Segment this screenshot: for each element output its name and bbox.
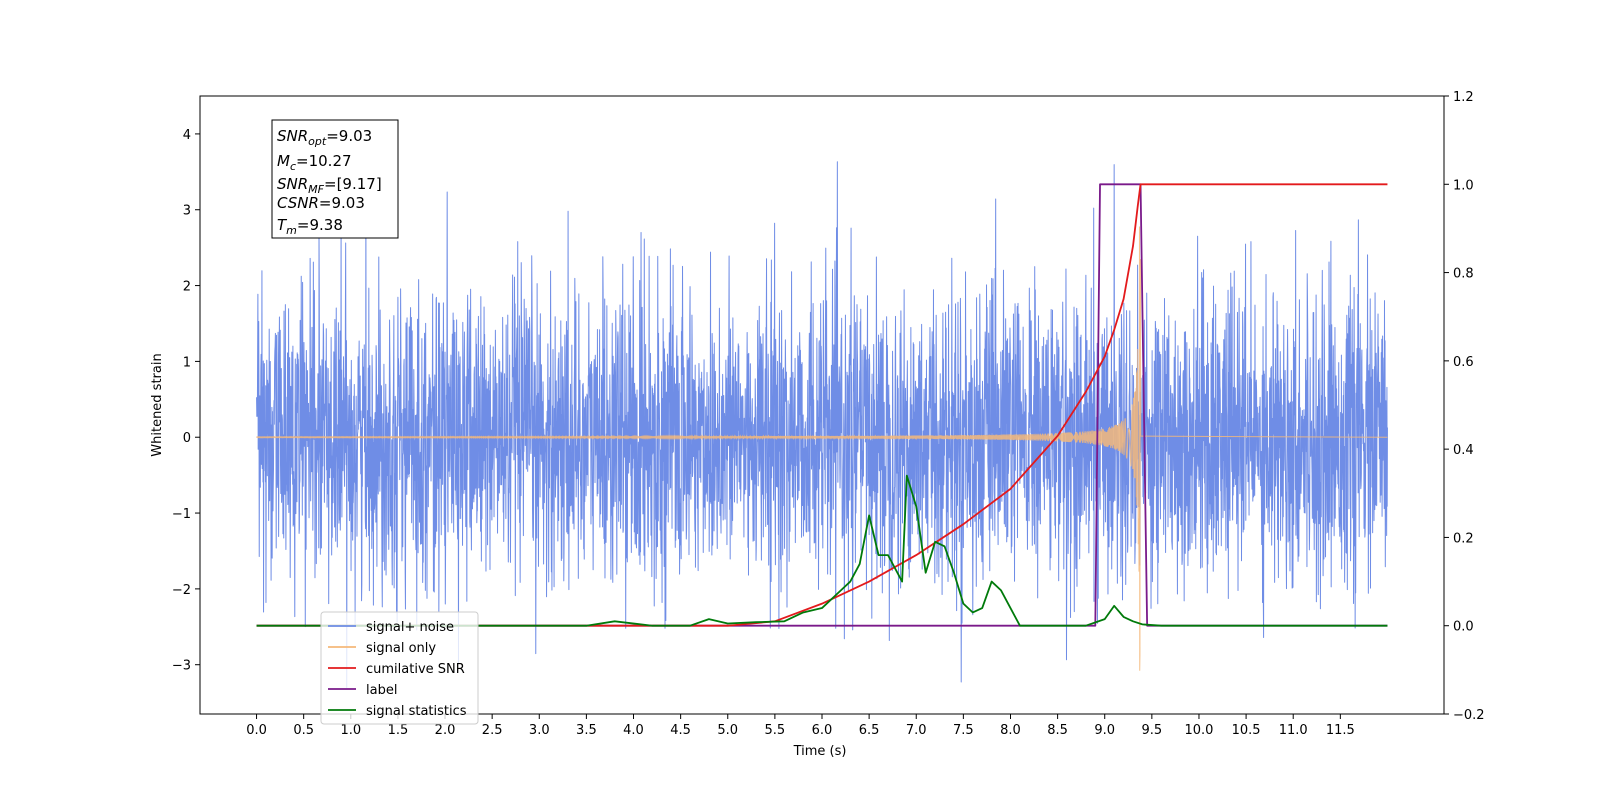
legend: signal+ noise signal only cumilative SNR la… xyxy=(320,611,479,725)
x-tick-label: 1.5 xyxy=(388,723,409,738)
x-tick-label: 3.5 xyxy=(576,723,597,738)
y-axis-right: −0.2 0.0 0.2 0.4 0.6 0.8 1.0 1.2 xyxy=(1444,90,1485,723)
x-tick-label: 2.5 xyxy=(482,723,503,738)
x-tick-label: 10.0 xyxy=(1184,723,1213,738)
legend-label: signal statistics xyxy=(366,704,467,719)
y-left-tick-label: 2 xyxy=(183,280,191,295)
annotation-line: Mc=10.27 xyxy=(277,152,352,173)
y-left-tick-label: −3 xyxy=(172,659,191,674)
series-signal-only xyxy=(256,226,1388,671)
series-cumilative-snr xyxy=(256,183,1388,627)
x-tick-label: 5.5 xyxy=(765,723,786,738)
annotation-box: SNRopt=9.03 Mc=10.27SNRMF=[9.17]CSNR=9.03… xyxy=(271,119,399,239)
x-tick-label: 11.5 xyxy=(1326,723,1355,738)
annotation-line: SNRMF=[9.17] xyxy=(277,175,382,196)
x-tick-label: 3.0 xyxy=(529,723,550,738)
x-axis: 0.0 0.5 1.0 1.5 2.0 2.5 3.0 3.5 4.0 4.5 5.0 5.5 6.0 6… xyxy=(246,714,1355,738)
x-tick-label: 1.0 xyxy=(340,723,361,738)
y-axis-left: −3 −2 −1 0 1 2 3 4 xyxy=(172,128,200,674)
x-tick-label: 2.0 xyxy=(435,723,456,738)
y-right-tick-label: 0.8 xyxy=(1453,267,1474,282)
y-right-tick-label: 1.2 xyxy=(1453,90,1474,105)
x-tick-label: 6.0 xyxy=(812,723,833,738)
y-right-tick-label: 0.2 xyxy=(1453,531,1474,546)
series-signal-noise xyxy=(256,161,1388,688)
y-left-tick-label: 1 xyxy=(183,355,191,370)
y-left-tick-label: −1 xyxy=(172,507,191,522)
x-tick-label: 4.5 xyxy=(670,723,691,738)
x-tick-label: 11.0 xyxy=(1279,723,1308,738)
legend-label: label xyxy=(366,683,397,698)
x-tick-label: 0.0 xyxy=(246,723,267,738)
annotation-frame xyxy=(271,119,399,239)
x-tick-label: 9.5 xyxy=(1142,723,1163,738)
legend-label: signal only xyxy=(366,641,436,656)
x-axis-label: Time (s) xyxy=(793,744,847,759)
x-tick-label: 0.5 xyxy=(293,723,314,738)
y-left-tick-label: 3 xyxy=(183,204,191,219)
plot-area xyxy=(256,161,1388,688)
y-left-tick-label: 0 xyxy=(183,431,191,446)
y-axis-label-left: Whitened strain xyxy=(150,353,165,456)
x-tick-label: 6.5 xyxy=(859,723,880,738)
annotation-line: CSNR=9.03 xyxy=(277,194,365,212)
annotation-line: Tm=9.38 xyxy=(277,216,343,237)
legend-frame xyxy=(320,611,479,725)
y-right-tick-label: 0.0 xyxy=(1453,620,1474,635)
y-left-tick-label: −2 xyxy=(172,583,191,598)
x-tick-label: 5.0 xyxy=(717,723,738,738)
y-right-tick-label: −0.2 xyxy=(1453,708,1485,723)
x-tick-label: 8.5 xyxy=(1047,723,1068,738)
x-tick-label: 4.0 xyxy=(623,723,644,738)
annotation-line: SNRopt=9.03 xyxy=(277,127,372,148)
y-right-tick-label: 1.0 xyxy=(1453,178,1474,193)
x-tick-label: 9.0 xyxy=(1094,723,1115,738)
y-right-tick-label: 0.6 xyxy=(1453,355,1474,370)
x-tick-label: 7.5 xyxy=(953,723,974,738)
x-tick-label: 8.0 xyxy=(1000,723,1021,738)
series-signal-statistics xyxy=(256,474,1388,627)
y-left-tick-label: 4 xyxy=(183,128,191,143)
x-tick-label: 7.0 xyxy=(906,723,927,738)
x-tick-label: 10.5 xyxy=(1232,723,1261,738)
legend-label: signal+ noise xyxy=(366,620,454,635)
y-right-tick-label: 0.4 xyxy=(1453,443,1474,458)
legend-label: cumilative SNR xyxy=(366,662,465,677)
